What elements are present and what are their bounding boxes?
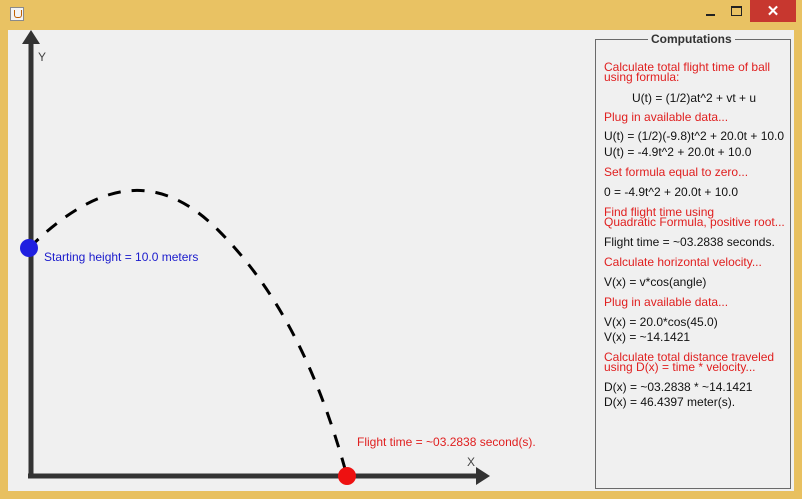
y-axis-arrow [22,30,40,44]
x-axis-label: X [467,455,476,469]
flight-time-label: Flight time = ~03.2838 second(s). [357,435,536,449]
step-7-heading-line-1: Calculate total distance traveled [604,350,775,364]
x-axis-arrow [476,467,490,485]
window-client-area: Y X Starting height = 10.0 meters Flight… [8,30,794,491]
step-4-line-1: Flight time = ~03.2838 seconds. [604,235,775,249]
panel-title: Computations [648,32,735,46]
step-3-line-1: 0 = -4.9t^2 + 20.0t + 10.0 [604,185,739,199]
step-3-heading: Set formula equal to zero... [604,165,749,179]
start-ball [20,239,38,257]
step-2-heading: Plug in available data... [604,110,729,124]
step-6-line-2: V(x) = ~14.1421 [604,330,691,344]
maximize-button[interactable] [723,0,749,22]
step-1-heading-line-1: Calculate total flight time of ball [604,60,771,74]
step-4-heading-line-1: Find flight time using [604,205,715,219]
step-6-line-1: V(x) = 20.0*cos(45.0) [604,315,718,329]
step-2-line-2: U(t) = -4.9t^2 + 20.0t + 10.0 [604,145,752,159]
step-1-formula: U(t) = (1/2)at^2 + vt + u [632,91,757,105]
step-7-line-2: D(x) = 46.4397 meter(s). [604,395,736,409]
step-2-line-1: U(t) = (1/2)(-9.8)t^2 + 20.0t + 10.0 [604,129,785,143]
close-icon: ✕ [766,3,780,20]
title-bar: ✕ [0,0,802,30]
maximize-icon [730,6,742,16]
y-axis-label: Y [38,50,47,64]
computations-panel: Computations Calculate total flight time… [595,32,791,489]
minimize-button[interactable] [697,0,723,22]
close-button[interactable]: ✕ [750,0,796,22]
step-6-heading: Plug in available data... [604,295,729,309]
starting-height-label: Starting height = 10.0 meters [44,250,199,264]
step-5-heading: Calculate horizontal velocity... [604,255,762,269]
step-5-line-1: V(x) = v*cos(angle) [604,275,707,289]
flight-path [27,188,349,477]
java-cup-icon[interactable] [10,7,24,21]
trajectory-plot [20,30,490,485]
step-7-line-1: D(x) = ~03.2838 * ~14.1421 [604,380,753,394]
step-7-heading-line-2: using D(x) = time * velocity... [604,360,756,374]
minimize-icon [705,14,715,16]
end-ball [338,467,356,485]
step-4-heading-line-2: Quadratic Formula, positive root... [604,215,785,229]
step-1-heading-line-2: using formula: [604,70,680,84]
projectile-canvas: Y X Starting height = 10.0 meters Flight… [8,30,592,491]
